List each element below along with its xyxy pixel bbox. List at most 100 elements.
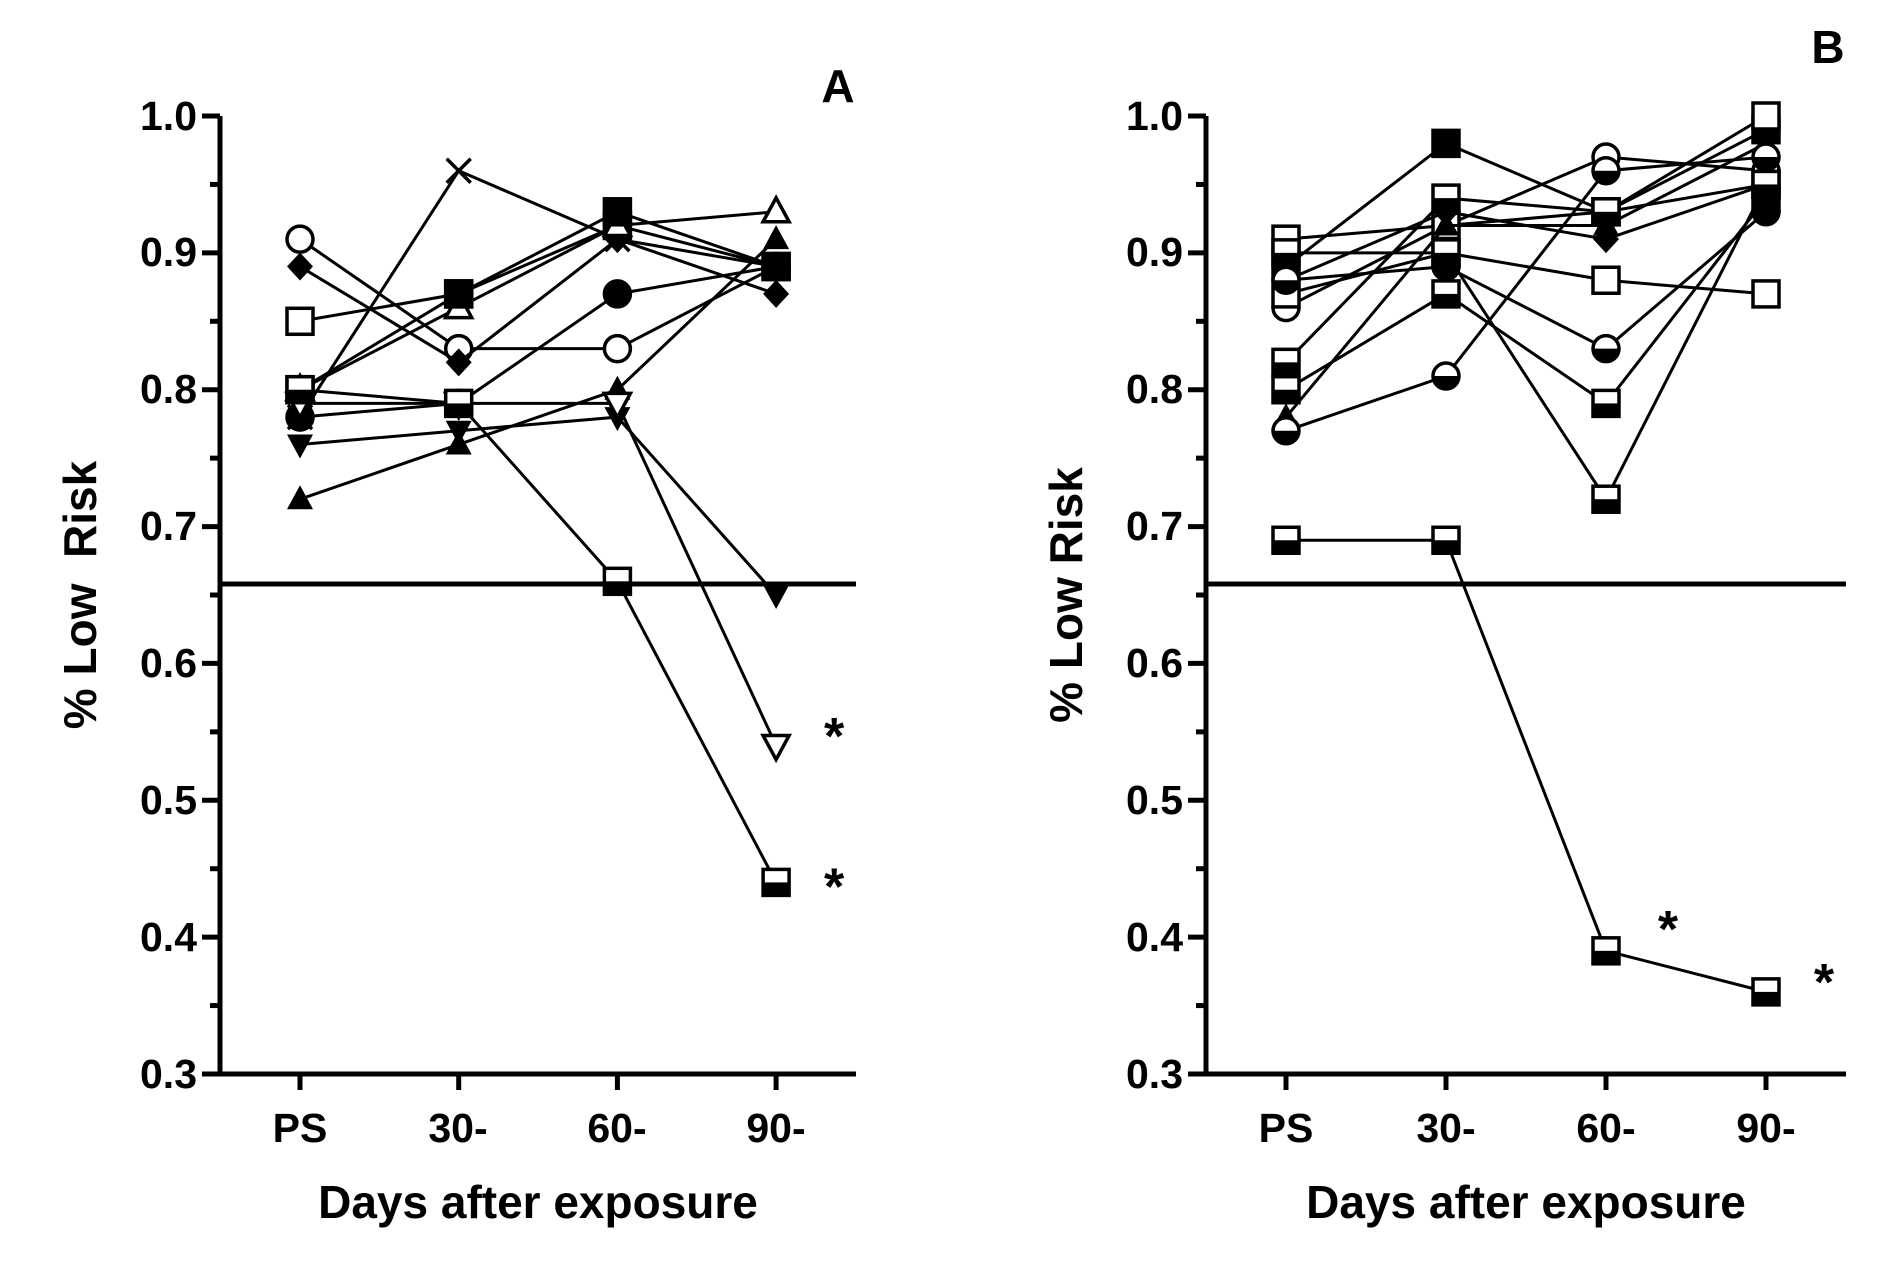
x-tick-label: 90-: [746, 1105, 805, 1151]
series-line: [299, 415, 778, 596]
open-square-marker: [1751, 279, 1781, 309]
panel-letter: B: [1811, 21, 1844, 73]
data-point: [1433, 211, 1459, 236]
data-point: [287, 434, 313, 459]
panel-b: B 0.3 0.4 0.5 0.6 0.7 0.8 0.9 1.0 PS 30-…: [1040, 21, 1846, 1228]
series-line: [299, 223, 777, 323]
half-square-fill: [287, 389, 313, 403]
x-axis-title: Days after exposure: [1306, 1176, 1746, 1228]
half-square-fill: [1273, 389, 1299, 403]
open-triangle-down-marker: [601, 391, 634, 422]
data-point: [285, 374, 315, 405]
half-square-fill: [1433, 293, 1459, 307]
filled-square-marker: [602, 197, 633, 227]
data-point: [763, 279, 790, 308]
data-series: [287, 407, 790, 609]
filled-triangle-up-marker: [287, 485, 313, 510]
open-square-marker: [285, 306, 315, 337]
half-square-fill: [604, 581, 631, 595]
annotation-layer: * *: [824, 708, 845, 917]
series-line: [299, 388, 778, 884]
series-line: [299, 237, 777, 365]
half-square-fill: [1593, 950, 1619, 964]
x-tick-label: 30-: [1416, 1105, 1475, 1151]
data-point: [1271, 416, 1301, 446]
half-circle-fill: [1753, 211, 1779, 225]
y-tick-label: 0.3: [1126, 1051, 1183, 1097]
data-point: [1591, 484, 1621, 514]
x-tick-label: PS: [273, 1105, 328, 1151]
data-point: [1591, 265, 1621, 295]
data-series: [1271, 114, 1781, 282]
series-line: [1285, 210, 1767, 351]
y-tick-label: 0.9: [1126, 229, 1183, 275]
data-point: [763, 585, 790, 609]
open-circle-marker: [285, 224, 315, 254]
data-point: [1591, 197, 1621, 227]
x-axis-title: Days after exposure: [318, 1176, 758, 1228]
half-square-fill: [1753, 991, 1779, 1005]
data-point: [285, 306, 315, 337]
filled-circle-marker: [761, 251, 791, 282]
series-line: [300, 401, 778, 747]
y-tick-label: 0.6: [1126, 640, 1183, 686]
half-square-fill: [1433, 252, 1459, 266]
data-point: [1271, 374, 1301, 405]
y-tick-labels: 0.3 0.4 0.5 0.6 0.7 0.8 0.9 1.0: [140, 93, 197, 1097]
data-point: [602, 333, 633, 364]
half-square-fill: [763, 882, 790, 896]
half-square-fill: [1433, 540, 1459, 554]
half-square-fill: [1593, 499, 1619, 513]
data-series: [1271, 142, 1781, 446]
data-point: [1431, 525, 1461, 556]
filled-triangle-up-marker: [763, 225, 790, 250]
half-square-fill: [1753, 184, 1779, 198]
x-tick-label: 60-: [587, 1105, 646, 1151]
half-circle-fill: [1433, 266, 1459, 280]
data-point: [1591, 936, 1621, 966]
data-point: [1751, 142, 1781, 172]
filled-triangle-down-marker: [287, 434, 313, 459]
data-point: [1431, 279, 1461, 309]
significance-asterisk: *: [824, 708, 845, 766]
data-point: [760, 733, 793, 764]
half-square-fill: [1273, 252, 1299, 266]
series-layer: [1271, 101, 1781, 1007]
data-point: [1431, 238, 1461, 268]
series-line: [1285, 197, 1768, 406]
y-tick-label: 0.4: [140, 914, 197, 960]
half-square-fill: [1273, 540, 1299, 554]
data-point: [763, 225, 790, 250]
y-tick-label: 0.4: [1126, 914, 1183, 960]
data-point: [602, 279, 633, 309]
y-ticks: [1188, 113, 1206, 1077]
series-line: [1285, 155, 1767, 433]
y-tick-label: 0.5: [1126, 777, 1183, 823]
data-series: [285, 374, 791, 898]
filled-square-marker: [443, 279, 474, 309]
filled-triangle-down-marker: [445, 420, 472, 445]
series-line: [1286, 183, 1768, 503]
data-point: [445, 420, 472, 445]
x-tick-label: PS: [1259, 1105, 1314, 1151]
series-line: [299, 210, 777, 391]
half-square-fill: [1433, 198, 1459, 212]
data-point: [1591, 333, 1621, 364]
panel-a: A 0.3 0.4 0.5 0.6 0.7 0.8 0.9 1.0 PS 30-…: [54, 60, 856, 1228]
data-point: [1431, 183, 1461, 213]
data-point: [1591, 155, 1621, 186]
data-point: [601, 391, 634, 422]
half-circle-fill: [1753, 157, 1779, 171]
data-point: [1591, 388, 1621, 419]
x-tick-label: 30-: [428, 1105, 487, 1151]
data-series: [1271, 525, 1781, 1007]
y-tick-label: 0.5: [140, 777, 197, 823]
x-ticks: [297, 1074, 779, 1090]
series-line: [1284, 182, 1767, 364]
open-triangle-up-marker: [760, 194, 793, 224]
y-tick-label: 1.0: [140, 93, 197, 139]
data-point: [1271, 238, 1301, 268]
y-axis-title: % Low Risk: [54, 460, 106, 729]
x-tick-label: 90-: [1736, 1105, 1795, 1151]
